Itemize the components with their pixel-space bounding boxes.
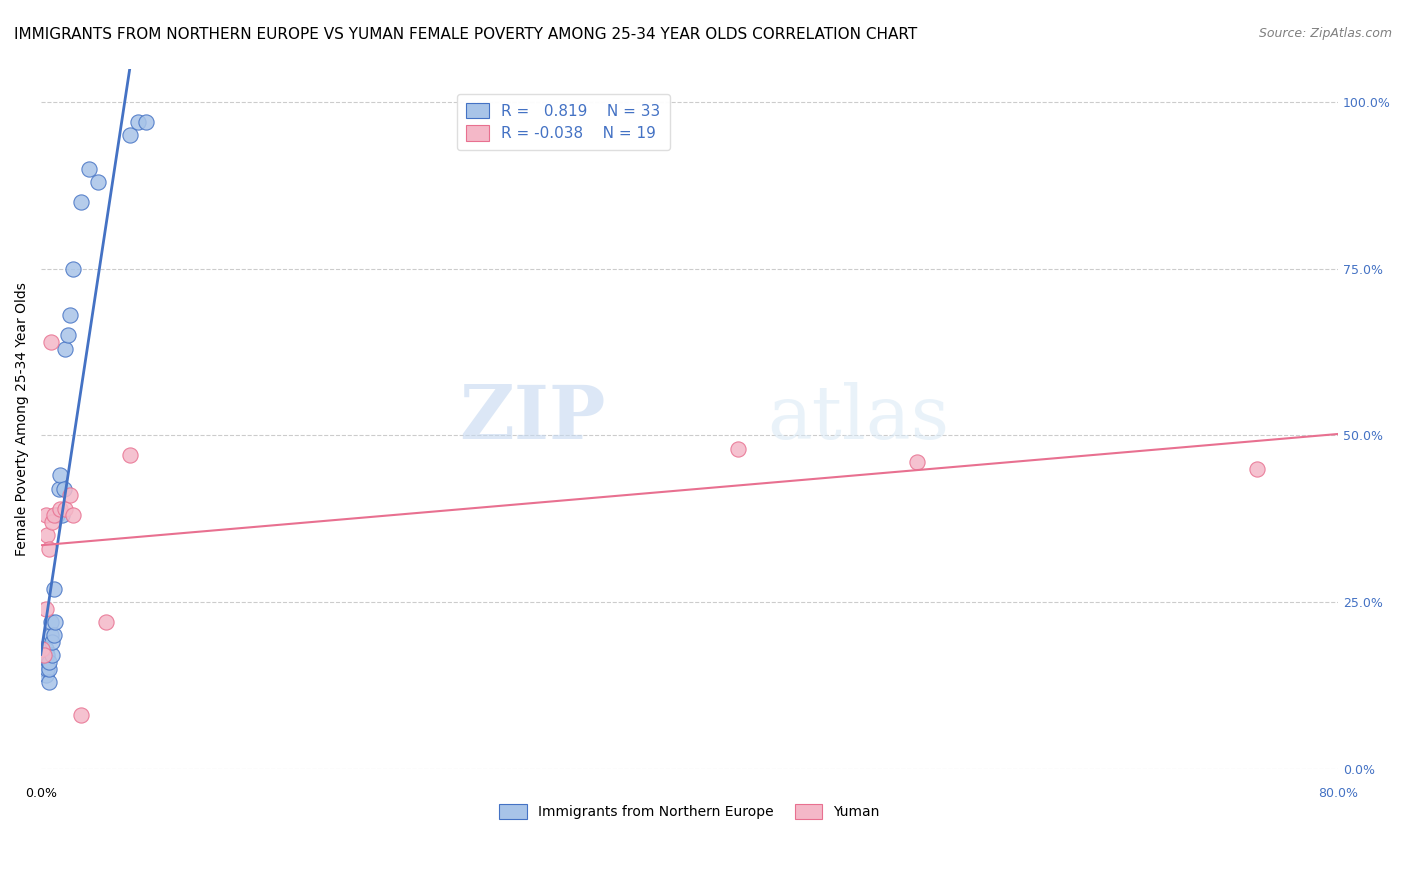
Point — [70, 194, 93, 209]
Point — [39, 628, 62, 642]
Point — [1246, 461, 1268, 475]
Point — [53, 342, 76, 356]
Point — [59, 308, 82, 322]
Point — [79, 161, 101, 176]
Point — [39, 615, 62, 629]
Point — [118, 128, 141, 143]
Point — [42, 508, 65, 523]
Point — [42, 628, 65, 642]
Point — [31, 641, 53, 656]
Text: Source: ZipAtlas.com: Source: ZipAtlas.com — [1258, 27, 1392, 40]
Point — [49, 501, 72, 516]
Point — [41, 515, 63, 529]
Point — [94, 615, 117, 629]
Text: 80.0%: 80.0% — [1319, 787, 1358, 799]
Point — [44, 615, 66, 629]
Point — [37, 662, 59, 676]
Point — [49, 468, 72, 483]
Point — [59, 488, 82, 502]
Point — [39, 334, 62, 349]
Point — [135, 115, 157, 129]
Legend: Immigrants from Northern Europe, Yuman: Immigrants from Northern Europe, Yuman — [494, 798, 886, 825]
Point — [62, 508, 84, 523]
Point — [38, 662, 60, 676]
Point — [34, 668, 56, 682]
Point — [727, 442, 749, 456]
Point — [37, 528, 59, 542]
Point — [53, 501, 76, 516]
Point — [38, 541, 60, 556]
Point — [34, 641, 56, 656]
Point — [32, 648, 55, 663]
Point — [118, 448, 141, 462]
Text: atlas: atlas — [768, 382, 949, 455]
Point — [34, 601, 56, 615]
Point — [32, 662, 55, 676]
Text: IMMIGRANTS FROM NORTHERN EUROPE VS YUMAN FEMALE POVERTY AMONG 25-34 YEAR OLDS CO: IMMIGRANTS FROM NORTHERN EUROPE VS YUMAN… — [14, 27, 917, 42]
Point — [48, 482, 70, 496]
Point — [70, 708, 93, 723]
Point — [38, 674, 60, 689]
Point — [905, 455, 928, 469]
Point — [52, 482, 75, 496]
Point — [58, 328, 80, 343]
Point — [127, 115, 149, 129]
Point — [46, 508, 69, 523]
Point — [86, 175, 108, 189]
Point — [51, 508, 73, 523]
Point — [32, 648, 55, 663]
Y-axis label: Female Poverty Among 25-34 Year Olds: Female Poverty Among 25-34 Year Olds — [15, 282, 30, 556]
Point — [41, 635, 63, 649]
Point — [34, 655, 56, 669]
Point — [34, 508, 56, 523]
Text: 0.0%: 0.0% — [25, 787, 56, 799]
Point — [42, 582, 65, 596]
Point — [31, 648, 53, 663]
Point — [41, 648, 63, 663]
Point — [38, 655, 60, 669]
Text: ZIP: ZIP — [458, 382, 605, 455]
Point — [37, 648, 59, 663]
Point — [62, 261, 84, 276]
